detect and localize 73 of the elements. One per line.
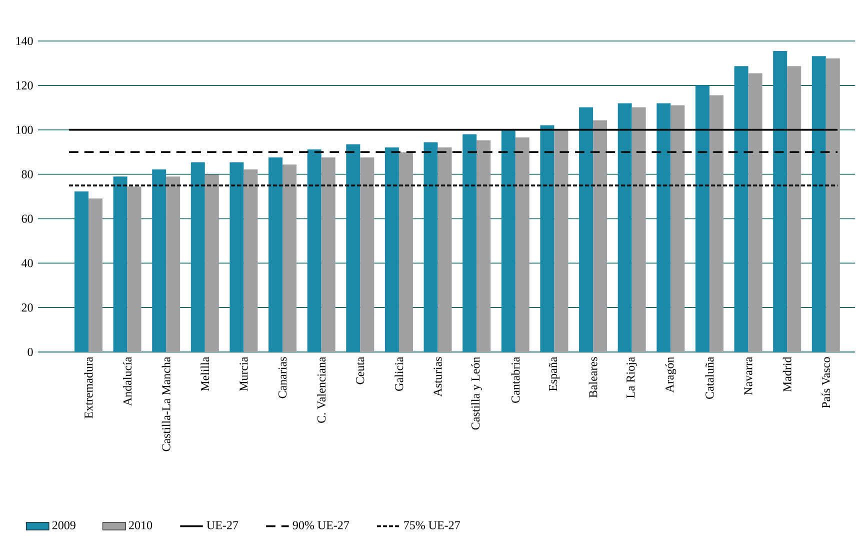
y-tick-label: 40	[22, 259, 33, 268]
bar	[384, 147, 399, 352]
y-tick-label: 60	[22, 214, 33, 223]
bar	[166, 176, 180, 352]
bar	[476, 140, 491, 352]
x-tick-label: Baleares	[588, 357, 598, 398]
y-tick-label: 120	[16, 81, 33, 90]
bar	[462, 134, 477, 352]
bar	[321, 157, 336, 352]
y-tick-label: 80	[22, 170, 33, 178]
x-tick-label: Asturias	[434, 357, 442, 397]
bar	[230, 162, 244, 352]
x-tick-label: Murcia	[240, 356, 248, 392]
bar	[113, 176, 128, 352]
bar	[709, 95, 724, 352]
x-tick-label: Extremadura	[84, 356, 93, 418]
x-tick-label: Cataluña	[705, 356, 714, 399]
bar	[268, 157, 283, 352]
bar	[540, 125, 554, 352]
bar	[826, 58, 840, 352]
bar	[152, 169, 166, 352]
x-tick-label: Aragón	[665, 356, 676, 393]
y-tick-label: 140	[16, 36, 33, 46]
y-tick-label: 100	[16, 126, 33, 134]
bar	[282, 164, 297, 352]
y-tick-label: 0	[28, 348, 33, 356]
y-tick-label: 20	[22, 304, 33, 312]
legend-label: UE-27	[206, 521, 238, 530]
x-tick-label: Melilla	[200, 356, 210, 392]
bar	[670, 105, 685, 352]
bar	[190, 162, 205, 352]
x-tick-label: Canarias	[278, 357, 287, 398]
bar	[88, 198, 102, 352]
bar	[515, 137, 530, 352]
bar	[632, 107, 646, 352]
x-tick-label: Cantabria	[511, 356, 520, 403]
bar	[579, 107, 594, 352]
x-tick-label: Castilla y León	[471, 356, 482, 430]
bar	[748, 73, 762, 352]
bar	[398, 152, 413, 352]
bar	[424, 142, 438, 352]
bar	[554, 130, 568, 352]
bar	[501, 130, 516, 352]
bar	[787, 66, 802, 352]
bar	[734, 66, 748, 352]
bar	[438, 147, 452, 352]
bar	[74, 191, 88, 352]
x-tick-label: Andalucía	[123, 356, 132, 406]
x-tick-label: País Vasco	[822, 357, 830, 408]
bar	[127, 186, 142, 352]
legend-label: 90% UE-27	[292, 521, 350, 530]
x-tick-label: La Rioja	[626, 356, 638, 398]
bar	[656, 103, 671, 352]
legend-label: 2009	[52, 521, 76, 530]
x-tick-label: C. Valenciana	[317, 356, 326, 423]
bar	[307, 149, 322, 352]
x-tick-label: Galicia	[394, 356, 404, 391]
bar	[618, 103, 632, 352]
bar	[346, 144, 360, 352]
legend-label: 2010	[129, 521, 152, 530]
bar	[695, 85, 710, 352]
bar	[204, 174, 219, 352]
bar	[244, 169, 258, 352]
x-tick-label: Navarra	[744, 356, 752, 395]
x-tick-label: España	[548, 356, 560, 392]
legend-label: 75% UE-27	[404, 521, 460, 530]
x-tick-label: Castilla-La Mancha	[162, 356, 170, 452]
x-tick-label: Ceuta	[356, 356, 364, 384]
bar	[360, 157, 374, 352]
x-tick-label: Madrid	[782, 356, 792, 392]
bar	[593, 120, 608, 352]
bar	[812, 56, 826, 352]
bar	[773, 50, 788, 352]
